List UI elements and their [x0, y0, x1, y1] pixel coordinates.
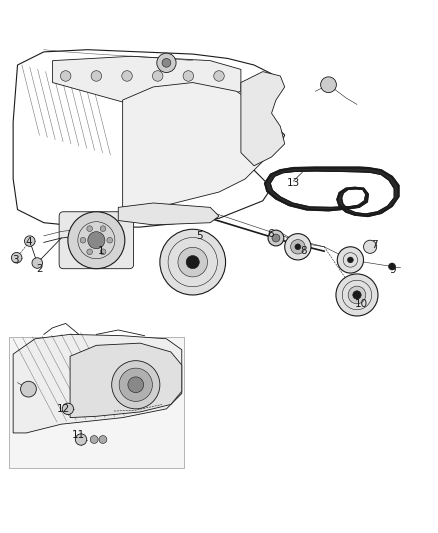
Circle shape: [87, 226, 92, 231]
Circle shape: [272, 234, 280, 242]
Circle shape: [62, 403, 74, 415]
Polygon shape: [241, 71, 285, 166]
Polygon shape: [13, 334, 182, 433]
Circle shape: [268, 230, 284, 246]
Circle shape: [90, 435, 98, 443]
Circle shape: [21, 381, 36, 397]
Circle shape: [122, 71, 132, 81]
Circle shape: [88, 232, 105, 249]
Circle shape: [68, 212, 125, 269]
Circle shape: [32, 258, 42, 268]
Circle shape: [60, 71, 71, 81]
Circle shape: [152, 71, 163, 81]
Text: 2: 2: [36, 264, 43, 273]
Circle shape: [321, 77, 336, 93]
Text: 3: 3: [12, 255, 19, 265]
Circle shape: [80, 237, 86, 243]
Text: 1: 1: [97, 246, 104, 256]
Circle shape: [389, 263, 396, 270]
Circle shape: [336, 274, 378, 316]
Circle shape: [75, 434, 87, 445]
Circle shape: [99, 435, 107, 443]
Circle shape: [100, 226, 106, 231]
Text: 8: 8: [300, 246, 307, 256]
Circle shape: [25, 236, 35, 246]
Circle shape: [100, 249, 106, 255]
Circle shape: [11, 253, 22, 263]
Text: 9: 9: [389, 265, 396, 275]
Text: 4: 4: [25, 237, 32, 247]
Text: 7: 7: [371, 240, 378, 251]
Polygon shape: [265, 167, 399, 216]
Circle shape: [119, 368, 152, 401]
Text: 5: 5: [196, 231, 203, 241]
Polygon shape: [70, 343, 182, 418]
Circle shape: [162, 59, 171, 67]
Circle shape: [186, 255, 199, 269]
Circle shape: [337, 247, 364, 273]
Circle shape: [364, 240, 377, 253]
Circle shape: [87, 249, 92, 255]
Text: 10: 10: [355, 298, 368, 309]
Text: 12: 12: [57, 404, 70, 414]
Circle shape: [91, 71, 102, 81]
Circle shape: [128, 377, 144, 393]
Circle shape: [178, 247, 208, 277]
Polygon shape: [53, 56, 241, 104]
Circle shape: [160, 229, 226, 295]
Circle shape: [348, 286, 366, 304]
Circle shape: [353, 291, 361, 299]
Circle shape: [214, 71, 224, 81]
Text: 11: 11: [72, 430, 85, 440]
Circle shape: [347, 257, 353, 263]
Text: 13: 13: [287, 178, 300, 188]
Circle shape: [295, 244, 301, 249]
FancyBboxPatch shape: [9, 336, 184, 468]
Circle shape: [183, 71, 194, 81]
Polygon shape: [123, 83, 272, 223]
Circle shape: [112, 361, 160, 409]
Circle shape: [157, 53, 176, 72]
Polygon shape: [118, 203, 219, 225]
FancyBboxPatch shape: [59, 212, 134, 269]
Circle shape: [291, 239, 305, 254]
Circle shape: [107, 237, 113, 243]
Circle shape: [285, 233, 311, 260]
Text: 6: 6: [267, 229, 274, 239]
